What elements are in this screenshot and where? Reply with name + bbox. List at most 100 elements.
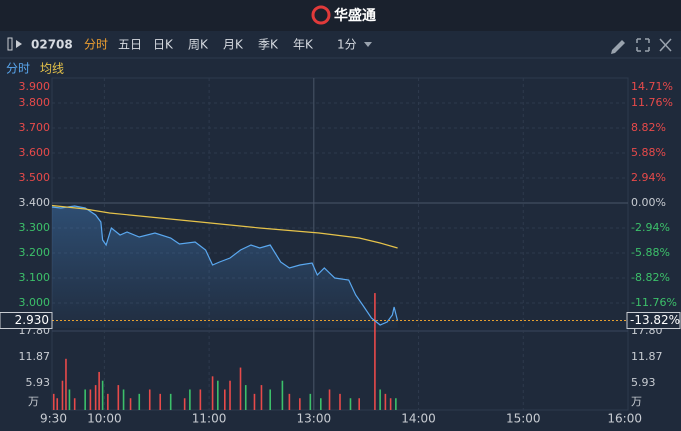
volume-bar — [224, 389, 226, 410]
y2-tick-label: -8.82% — [631, 271, 670, 284]
volume-bar — [253, 393, 256, 410]
last-change-box — [626, 312, 681, 329]
y2-tick-label: 14.71% — [631, 80, 673, 93]
close-icon[interactable] — [659, 38, 672, 52]
volume-bar — [339, 393, 341, 410]
tab[interactable]: 周K — [188, 38, 209, 52]
volume-bar — [84, 389, 86, 410]
x-tick-label: 9:30 — [40, 412, 67, 426]
y-tick-label: 3.100 — [19, 271, 51, 284]
volume-bar — [68, 389, 71, 410]
x-tick-label: 14:00 — [401, 412, 436, 426]
interval-select[interactable]: 1分 — [337, 38, 357, 52]
volume-bar — [379, 389, 381, 410]
volume-bar — [374, 293, 376, 410]
volume-bar — [56, 398, 59, 410]
y-tick-label: 3.500 — [19, 171, 51, 184]
y2-tick-label: -2.94% — [631, 221, 670, 234]
volume-bar — [384, 393, 387, 410]
y2-tick-label: 2.94% — [631, 171, 666, 184]
vol-tick-label: 11.87 — [631, 350, 663, 363]
legend-price: 分时 — [6, 62, 30, 76]
vol-tick-label: 5.93 — [631, 376, 656, 389]
volume-bar — [148, 389, 151, 410]
y-tick-label: 3.000 — [19, 296, 51, 309]
volume-bar — [183, 398, 186, 410]
volume-bar — [107, 393, 109, 410]
volume-bar — [52, 393, 55, 410]
volume-bar — [211, 376, 214, 410]
volume-bar — [395, 398, 397, 410]
volume-bar — [239, 367, 242, 410]
y2-tick-label: 8.82% — [631, 121, 666, 134]
volume-bar — [138, 393, 141, 410]
tab[interactable]: 月K — [223, 38, 244, 52]
volume-bar — [389, 398, 392, 410]
volume-bar — [299, 398, 301, 410]
volume-bar — [65, 358, 67, 410]
tab[interactable]: 五日 — [118, 38, 142, 52]
dropdown-arrow[interactable] — [364, 42, 372, 47]
volume-bar — [229, 380, 231, 410]
volume-bar — [61, 380, 64, 410]
volume-bar — [129, 398, 132, 410]
x-tick-label: 10:00 — [87, 412, 122, 426]
volume-bar — [189, 389, 191, 410]
vol-tick-label: 11.87 — [19, 350, 51, 363]
logo-text: 华盛通 — [334, 7, 376, 24]
y2-tick-label: 11.76% — [631, 96, 673, 109]
vol-unit: 万 — [28, 395, 39, 408]
y-tick-label: 3.600 — [19, 146, 51, 159]
y2-tick-label: 0.00% — [631, 196, 666, 209]
price-line — [51, 205, 399, 326]
draw-icon[interactable] — [611, 40, 625, 54]
volume-bar — [98, 371, 100, 410]
volume-bar — [309, 393, 312, 410]
volume-bar — [169, 393, 172, 410]
y2-tick-label: 5.88% — [631, 146, 666, 159]
tab[interactable]: 年K — [293, 38, 314, 52]
vol-tick-label: 5.93 — [26, 376, 51, 389]
volume-bar — [89, 389, 92, 410]
tab[interactable]: 分时 — [84, 38, 108, 52]
collapse-arrow[interactable] — [16, 40, 22, 48]
volume-bar — [159, 393, 162, 410]
vol-unit: 万 — [631, 395, 642, 408]
x-tick-label: 13:00 — [297, 412, 332, 426]
volume-bar — [260, 385, 263, 410]
last-price-box — [0, 312, 53, 329]
x-tick-label: 11:00 — [192, 412, 227, 426]
x-tick-label: 16:00 — [607, 412, 642, 426]
x-tick-label: 15:00 — [506, 412, 541, 426]
volume-bar — [101, 380, 104, 410]
last-price-label: 2.930 — [15, 313, 49, 327]
y-tick-label: 3.900 — [19, 80, 51, 93]
price-area — [52, 206, 398, 328]
volume-bar — [199, 389, 202, 410]
y2-tick-label: -11.76% — [631, 296, 677, 309]
volume-bar — [328, 389, 331, 410]
volume-bar — [269, 389, 271, 410]
volume-bar — [320, 398, 322, 410]
volume-bar — [244, 385, 247, 410]
volume-bar — [349, 398, 352, 410]
stock-code: 02708 — [31, 38, 73, 52]
legend-average: 均线 — [40, 62, 64, 76]
top-bar — [0, 0, 681, 31]
y-tick-label: 3.200 — [19, 246, 51, 259]
volume-bar — [73, 398, 76, 410]
logo-icon — [311, 5, 331, 25]
y-tick-label: 3.700 — [19, 121, 51, 134]
tab[interactable]: 日K — [153, 38, 174, 52]
last-change-label: -13.82% — [630, 313, 680, 327]
volume-bar — [288, 393, 291, 410]
y-tick-label: 3.800 — [19, 96, 51, 109]
fullscreen-icon[interactable] — [636, 38, 650, 52]
collapse-icon[interactable] — [7, 37, 13, 51]
y2-tick-label: -5.88% — [631, 246, 670, 259]
tab[interactable]: 季K — [258, 38, 279, 52]
volume-bar — [358, 398, 360, 410]
